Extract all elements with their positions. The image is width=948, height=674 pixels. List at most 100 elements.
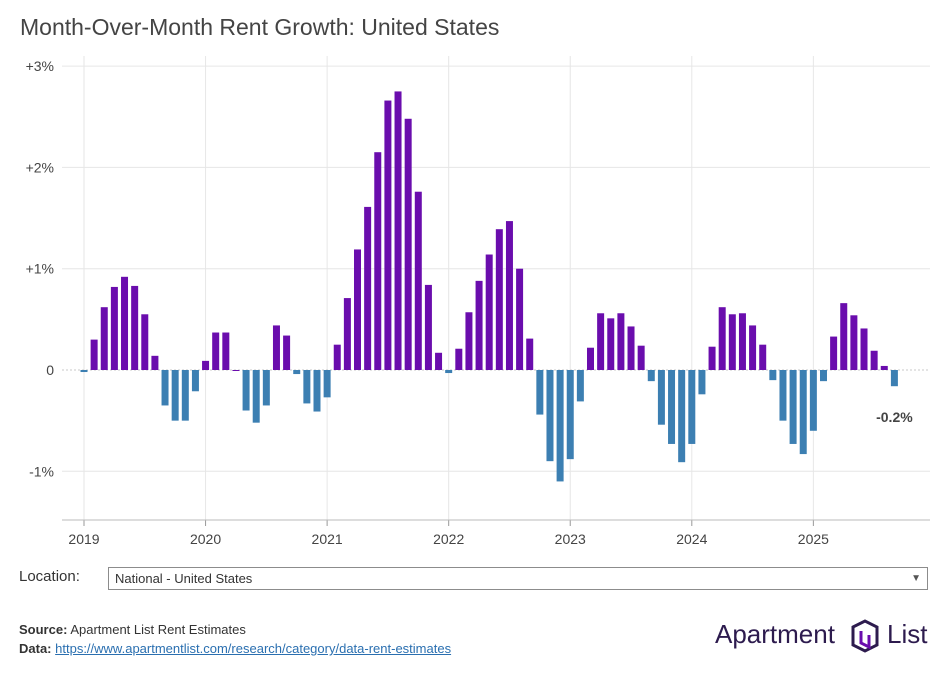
- bar: [414, 191, 422, 370]
- bar: [110, 286, 118, 370]
- bar: [404, 118, 412, 370]
- source-label: Source:: [19, 622, 68, 637]
- logo-word-apartment: Apartment: [715, 619, 835, 649]
- bar: [121, 276, 129, 370]
- bar: [495, 229, 503, 370]
- bar: [191, 370, 199, 392]
- bar: [232, 370, 240, 371]
- y-tick-label: +3%: [26, 58, 54, 74]
- bar: [597, 313, 605, 370]
- logo-word-list: List: [887, 619, 928, 649]
- bar: [688, 370, 696, 444]
- bar: [161, 370, 169, 406]
- x-tick-label: 2022: [433, 531, 464, 547]
- bar: [799, 370, 807, 455]
- y-tick-label: +1%: [26, 261, 54, 277]
- bar: [819, 370, 827, 382]
- bar: [556, 370, 564, 482]
- bar: [131, 285, 139, 370]
- bar: [364, 206, 372, 370]
- bar: [90, 339, 98, 370]
- bar: [678, 370, 686, 463]
- bar: [728, 314, 736, 370]
- bar: [657, 370, 665, 425]
- bar: [272, 325, 280, 370]
- location-select-value: National - United States: [115, 571, 253, 586]
- bar: [698, 370, 706, 395]
- bar: [516, 268, 524, 370]
- bar: [880, 365, 888, 370]
- chevron-down-icon: ▼: [911, 573, 921, 584]
- bar: [627, 326, 635, 370]
- bar: [890, 370, 898, 387]
- bar: [171, 370, 179, 421]
- bar: [181, 370, 189, 421]
- bar: [576, 370, 584, 402]
- bar: [769, 370, 777, 381]
- bar: [394, 91, 402, 371]
- x-tick-label: 2024: [676, 531, 707, 547]
- bar-chart: +3% +2% +1% 0 -1% 2019 2020 2021 2022 2023 2024 202…: [26, 56, 930, 547]
- bar: [222, 332, 230, 370]
- bar: [617, 313, 625, 370]
- bar: [252, 370, 260, 423]
- bar: [809, 370, 817, 431]
- bar: [607, 318, 615, 370]
- data-label: Data:: [19, 641, 52, 656]
- bar: [262, 370, 270, 406]
- x-tick-label: 2020: [190, 531, 221, 547]
- x-tick-label: 2019: [68, 531, 99, 547]
- source-note: Source: Apartment List Rent Estimates Da…: [19, 620, 451, 658]
- bar: [202, 360, 210, 370]
- bar: [354, 249, 362, 370]
- bar: [445, 370, 453, 374]
- bar: [840, 303, 848, 370]
- bar: [242, 370, 250, 411]
- bar: [475, 280, 483, 370]
- data-link[interactable]: https://www.apartmentlist.com/research/c…: [55, 641, 452, 656]
- bar: [870, 350, 878, 370]
- bar: [505, 221, 513, 370]
- bar: [293, 370, 301, 375]
- y-tick-label: 0: [46, 362, 54, 378]
- bar: [830, 336, 838, 370]
- bar: [749, 325, 757, 370]
- bar: [779, 370, 787, 421]
- bar: [759, 344, 767, 370]
- location-label: Location:: [19, 568, 80, 585]
- bar: [313, 370, 321, 412]
- bar: [546, 370, 554, 462]
- bar: [435, 352, 443, 370]
- bar: [424, 284, 432, 370]
- location-select[interactable]: National - United States ▼: [108, 567, 928, 590]
- last-value-label: -0.2%: [876, 409, 913, 425]
- x-tick-label: 2025: [798, 531, 829, 547]
- bar: [718, 307, 726, 370]
- bar: [465, 312, 473, 370]
- logo-mark-icon: [851, 619, 879, 653]
- bar: [151, 355, 159, 370]
- bar: [100, 307, 108, 370]
- bar: [860, 328, 868, 370]
- y-tick-label: -1%: [29, 463, 54, 479]
- bar: [647, 370, 655, 382]
- bar: [536, 370, 544, 415]
- y-tick-label: +2%: [26, 159, 54, 175]
- bar: [708, 346, 716, 370]
- source-text: Apartment List Rent Estimates: [70, 622, 246, 637]
- bar: [566, 370, 574, 460]
- bar: [587, 347, 594, 370]
- bar: [374, 152, 382, 370]
- bar: [141, 314, 149, 370]
- x-tick-label: 2023: [555, 531, 586, 547]
- bar: [333, 344, 341, 370]
- bar: [485, 254, 493, 370]
- bar: [850, 315, 858, 370]
- bar: [323, 370, 331, 398]
- chart-title: Month-Over-Month Rent Growth: United Sta…: [20, 14, 500, 40]
- bar: [637, 345, 645, 370]
- bar: [343, 298, 351, 370]
- bar: [283, 335, 291, 370]
- bar: [668, 370, 676, 444]
- bar: [526, 338, 534, 370]
